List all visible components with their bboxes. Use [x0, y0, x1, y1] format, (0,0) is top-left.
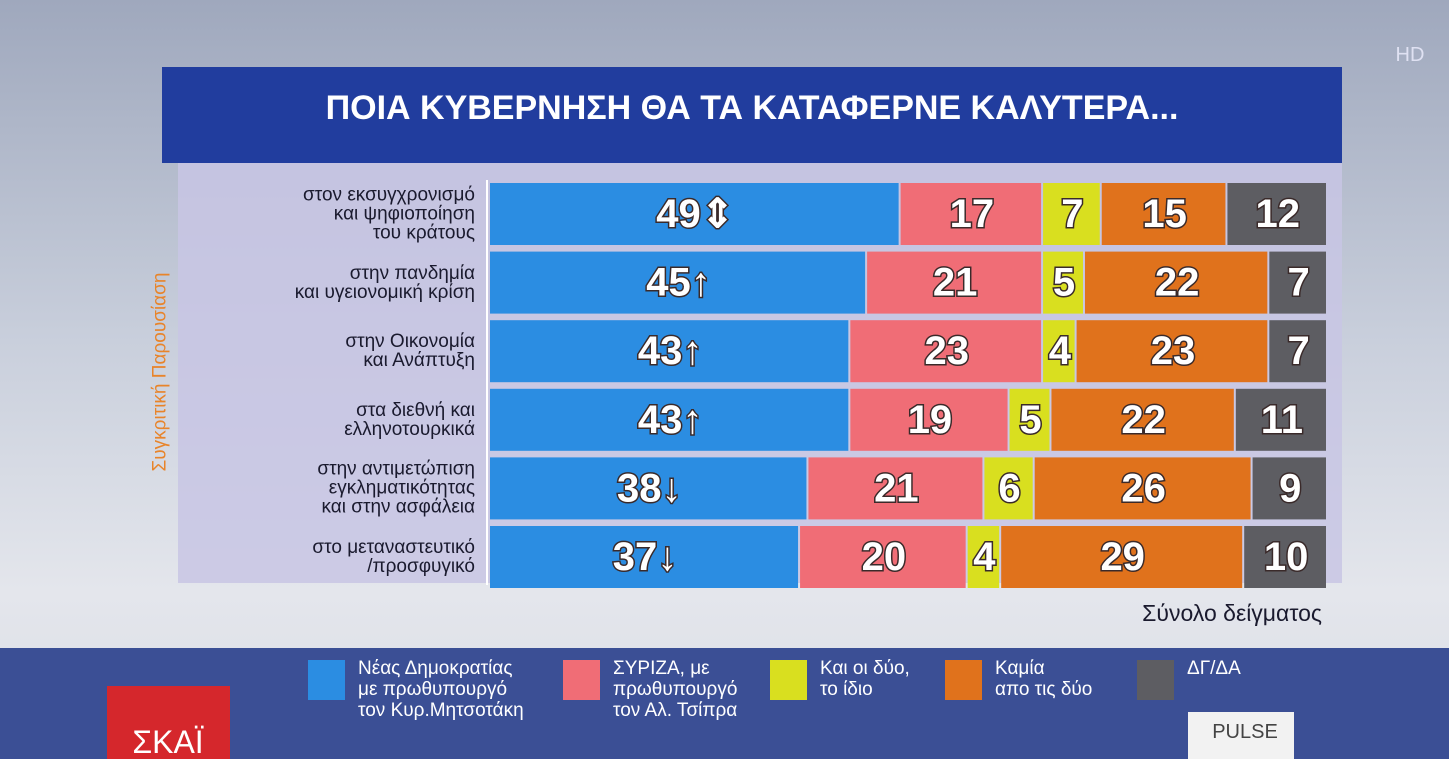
category-label: στον εκσυγχρονισμό και ψηφιοποίηση του κ…	[303, 184, 475, 244]
category-label: στην αντιμετώπιση εγκληματικότητας και σ…	[317, 458, 475, 518]
bar-segment	[984, 457, 1033, 520]
value-label: 6	[998, 466, 1020, 510]
legend-label: ΣΥΡΙΖΑ, με πρωθυπουργό τον Αλ. Τσίπρα	[613, 658, 738, 721]
hd-badge: HD	[1396, 44, 1425, 66]
bar-segment	[1051, 388, 1234, 451]
bar-segment	[1244, 526, 1326, 588]
bar-segment	[1084, 251, 1268, 314]
legend-label: Νέας Δημοκρατίας με πρωθυπουργό τον Κυρ.…	[358, 658, 524, 721]
side-label: Συγκριτική Παρουσίαση	[150, 273, 171, 472]
bar-segment	[900, 183, 1042, 245]
bar-segment	[1235, 388, 1326, 451]
bar-segment	[1252, 457, 1326, 520]
category-label: στην πανδημία και υγειονομική κρίση	[294, 262, 475, 303]
bar-segment	[1043, 251, 1083, 314]
bar-segment	[1076, 320, 1268, 383]
bar-segment	[1269, 320, 1326, 383]
value-label: 5	[1053, 261, 1075, 305]
bar-segment	[1043, 183, 1100, 245]
legend-swatch	[563, 660, 600, 700]
bar-segment	[867, 251, 1042, 314]
value-label: 5	[1019, 398, 1041, 442]
value-label: 12	[1255, 192, 1300, 236]
value-label: 37↓	[613, 535, 678, 579]
value-label: 43↑	[638, 329, 703, 373]
value-label: 29	[1100, 535, 1145, 579]
value-label: 23	[924, 329, 969, 373]
bar-segment	[490, 388, 849, 451]
value-label: 22	[1155, 261, 1200, 305]
channel-logo	[107, 686, 230, 759]
legend-label: Και οι δύο, το ίδιο	[820, 658, 910, 700]
value-label: 11	[1261, 398, 1303, 442]
bar-segment	[1001, 526, 1243, 588]
value-label: 38↓	[617, 466, 682, 510]
legend-swatch	[1137, 660, 1174, 700]
value-label: 22	[1121, 398, 1166, 442]
category-label: στα διεθνή και ελληνοτουρκικά	[344, 399, 475, 440]
value-label: 15	[1142, 192, 1187, 236]
bar-segment	[1009, 388, 1050, 451]
value-label: 21	[933, 261, 978, 305]
legend-swatch	[308, 660, 345, 700]
legend-label: Καμία απο τις δύο	[995, 658, 1093, 700]
title-bar	[162, 67, 1342, 163]
legend-label: ΔΓ/ΔΑ	[1187, 658, 1241, 679]
bar-segment	[490, 526, 799, 588]
category-label: στην Οικονομία και Ανάπτυξη	[345, 331, 475, 372]
value-label: 7	[1061, 192, 1083, 236]
bar-segment	[1269, 251, 1326, 314]
value-label: 7	[1288, 261, 1310, 305]
value-label: 26	[1121, 466, 1166, 510]
value-label: 23	[1151, 329, 1196, 373]
bar-segment	[1227, 183, 1326, 245]
value-label: 43↑	[638, 398, 703, 442]
value-label: 4	[973, 535, 996, 579]
channel-name: ΣΚΑΪ	[132, 724, 203, 759]
note: Σύνολο δείγματος	[1142, 600, 1322, 626]
bar-segment	[1043, 320, 1075, 383]
value-label: 17	[950, 192, 995, 236]
bar-segment	[490, 457, 807, 520]
bar-segment	[490, 183, 899, 245]
value-label: 4	[1049, 329, 1072, 373]
bar-segment	[850, 388, 1008, 451]
value-label: 10	[1264, 535, 1309, 579]
bar-segment	[808, 457, 983, 520]
bar-segment	[800, 526, 966, 588]
bar-segment	[967, 526, 1000, 588]
value-label: 49⇕	[656, 192, 734, 236]
value-label: 19	[908, 398, 953, 442]
chart-title: ΠΟΙΑ ΚΥΒΕΡΝΗΣΗ ΘΑ ΤΑ ΚΑΤΑΦΕΡΝΕ ΚΑΛΥΤΕΡΑ.…	[326, 89, 1179, 127]
value-label: 21	[874, 466, 919, 510]
bar-segment	[1034, 457, 1251, 520]
bar-segment	[1101, 183, 1226, 245]
value-label: 20	[862, 535, 907, 579]
bar-segment	[490, 251, 866, 314]
value-label: 7	[1288, 329, 1310, 373]
pollster-logo	[1188, 712, 1294, 759]
bar-segment	[850, 320, 1042, 383]
bar-segment	[490, 320, 849, 383]
category-label: στο μεταναστευτικό /προσφυγικό	[312, 537, 475, 577]
legend-swatch	[945, 660, 982, 700]
value-label: 45↑	[646, 261, 711, 305]
pollster-name: PULSE	[1212, 721, 1278, 743]
legend-swatch	[770, 660, 807, 700]
value-label: 9	[1279, 466, 1301, 510]
